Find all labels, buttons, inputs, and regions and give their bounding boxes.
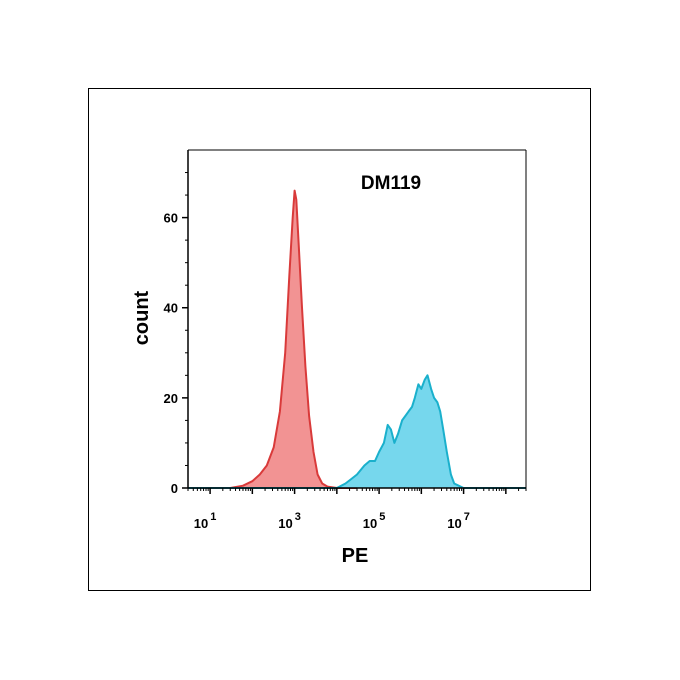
series-1-line [188,374,526,489]
y-tick-label: 20 [164,391,178,406]
x-tick-label: 10 1 [194,511,217,531]
y-tick-label: 0 [171,481,178,496]
x-tick-label: 10 5 [363,511,386,531]
x-tick-label: 10 3 [278,511,301,531]
figure-frame [88,88,591,591]
series-0-area [188,190,357,488]
series-0-line [188,189,357,489]
y-tick-label: 60 [164,211,178,226]
y-tick-label: 40 [164,301,178,316]
x-axis-label: PE [342,545,369,567]
y-axis-label: count [131,290,153,345]
chart-title: DM119 [361,173,421,194]
series-1-area [188,375,526,488]
x-tick-label: 10 7 [447,511,470,531]
